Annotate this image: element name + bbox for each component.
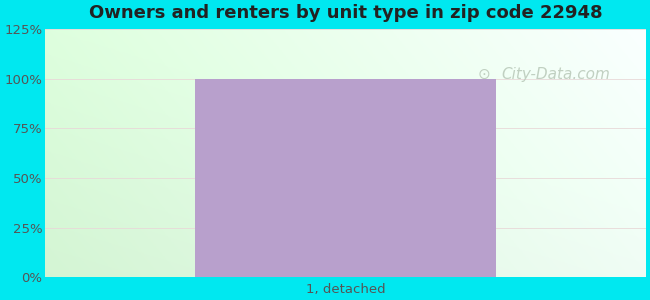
Text: ⊙: ⊙ — [478, 67, 490, 82]
Title: Owners and renters by unit type in zip code 22948: Owners and renters by unit type in zip c… — [88, 4, 603, 22]
Bar — [195, 79, 496, 277]
Text: City-Data.com: City-Data.com — [502, 67, 610, 82]
